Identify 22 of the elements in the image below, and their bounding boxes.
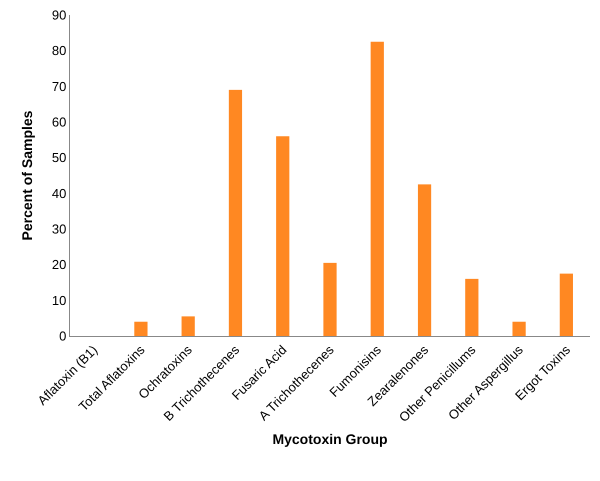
y-tick-label: 50 xyxy=(52,150,66,166)
y-tick-label: 70 xyxy=(52,78,66,94)
y-tick-label: 0 xyxy=(59,328,66,344)
bar xyxy=(134,322,148,336)
y-tick-label: 60 xyxy=(52,114,66,130)
y-tick-label: 40 xyxy=(52,186,66,201)
y-tick-label: 10 xyxy=(52,292,66,308)
bar xyxy=(370,42,384,336)
bar xyxy=(323,262,337,336)
bar xyxy=(276,136,290,336)
x-axis-title: Mycotoxin Group xyxy=(272,431,388,448)
y-tick-label: 90 xyxy=(52,8,66,23)
bar xyxy=(465,278,478,336)
bar xyxy=(418,184,432,336)
y-tick-label: 20 xyxy=(52,257,66,272)
bar xyxy=(560,274,573,336)
y-tick-label: 30 xyxy=(52,222,66,237)
bar xyxy=(228,90,242,336)
y-axis-title: Percent of Samples xyxy=(19,110,35,240)
bar xyxy=(182,316,195,336)
y-tick-label: 80 xyxy=(52,43,66,58)
bar xyxy=(512,322,526,336)
